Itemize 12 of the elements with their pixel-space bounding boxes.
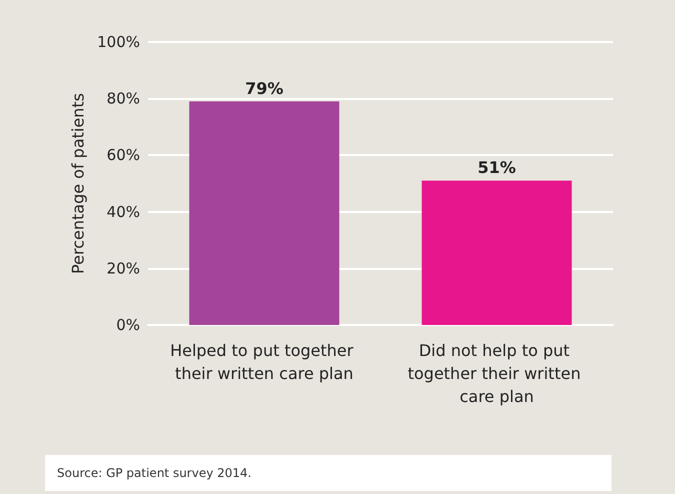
x-tick-label: Helped to put together their written care plan [170,341,358,383]
x-tick-label: Did not help to put together their written care plan [408,341,586,406]
data-label: 79% [245,78,284,98]
y-tick-label: 80% [106,90,140,108]
data-label: 51% [478,158,516,178]
y-tick-label: 100% [97,33,140,51]
y-axis-title: Percentage of patients [68,93,88,274]
y-tick-label: 0% [116,316,140,334]
y-tick-label: 20% [106,259,140,278]
source-note: Source: GP patient survey 2014. [57,466,252,480]
y-tick-label: 40% [106,202,140,221]
y-tick-label: 60% [106,146,140,164]
